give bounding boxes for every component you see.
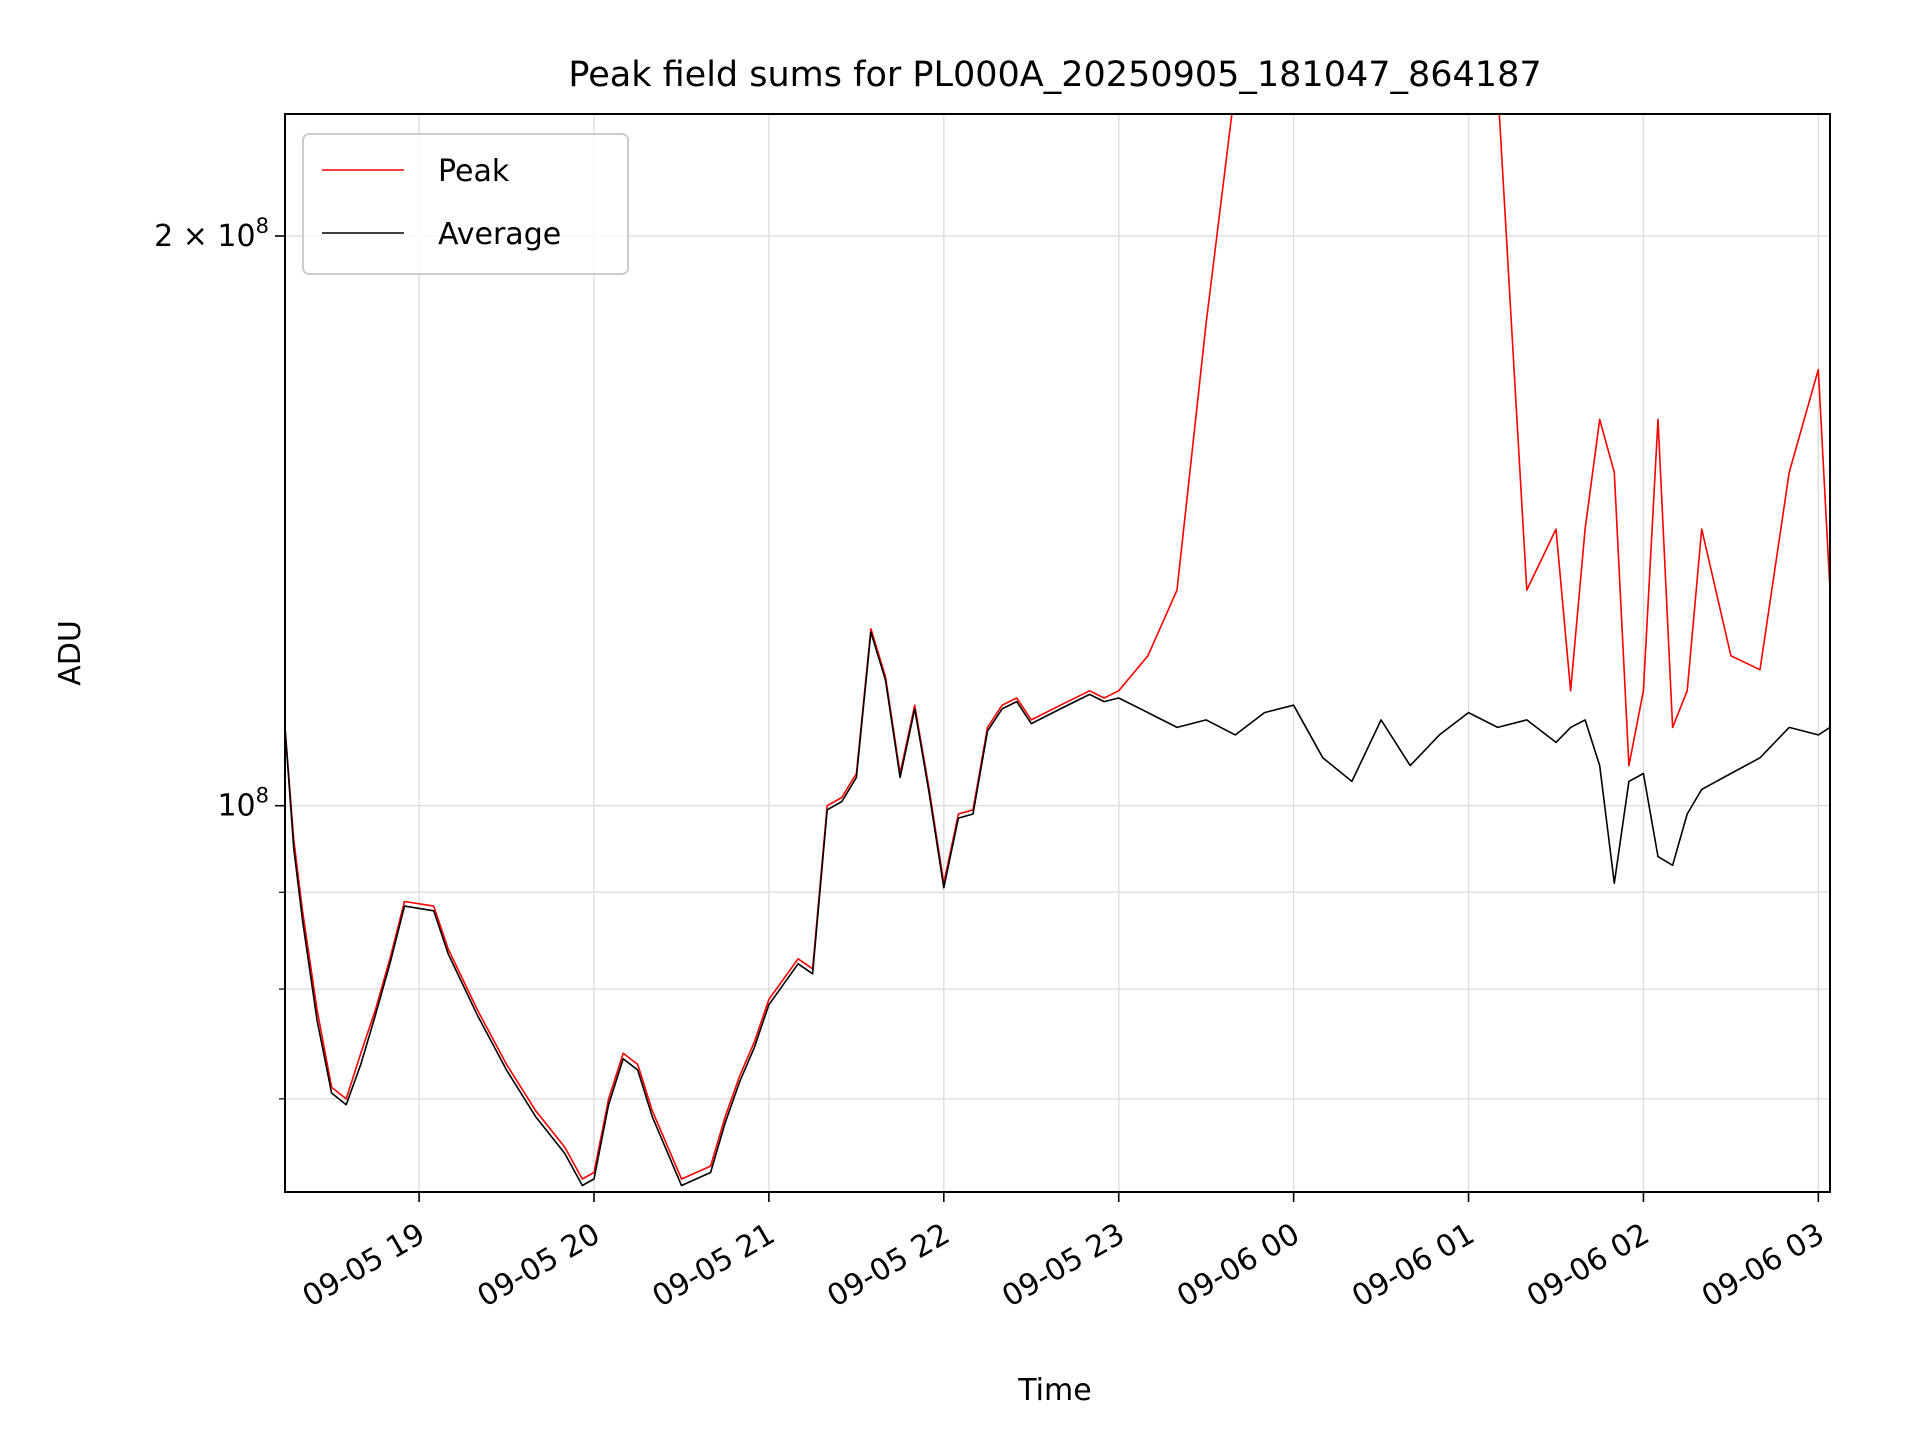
chart-title: Peak field sums for PL000A_20250905_1810… <box>568 55 1541 95</box>
plot-series <box>285 114 1830 1187</box>
legend-label-peak: Peak <box>438 154 510 189</box>
plot-frame <box>284 113 1831 1193</box>
series-line-peak <box>285 114 1830 1180</box>
legend: Peak Average <box>302 133 629 275</box>
legend-box <box>302 133 629 275</box>
legend-label-average: Average <box>438 217 561 252</box>
y-tick-label: 108 <box>217 784 269 824</box>
grid <box>285 114 1830 1192</box>
y-axis-label: ADU <box>53 620 88 686</box>
y-tick-label: 2 × 108 <box>154 214 269 254</box>
x-axis-label: Time <box>1017 1373 1091 1408</box>
y-axis: 108 2 × 108 <box>154 214 285 1100</box>
series-line-average <box>285 631 1830 1187</box>
